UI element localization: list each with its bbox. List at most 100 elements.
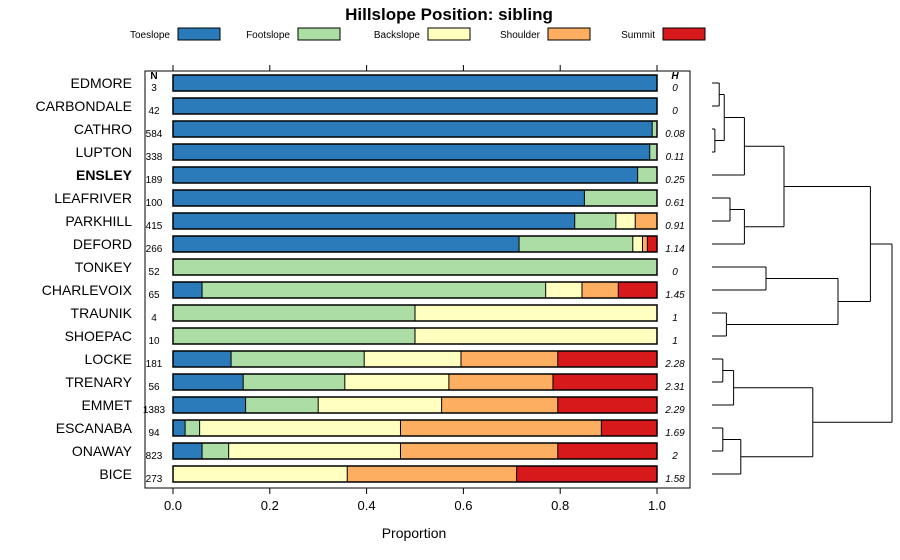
bar-segment-parkhill-backslope bbox=[615, 213, 636, 229]
bar-segment-shoepac-backslope bbox=[415, 328, 657, 344]
legend-swatch-footslope bbox=[297, 27, 341, 41]
row-label-traunik: TRAUNIK bbox=[71, 305, 133, 321]
bar-outline-onaway bbox=[172, 442, 658, 460]
bar-segment-tonkey-footslope bbox=[173, 259, 657, 275]
h-value-escanaba: 1.69 bbox=[665, 428, 685, 439]
bar-segment-emmet-summit bbox=[557, 397, 657, 413]
row-label-locke: LOCKE bbox=[85, 351, 132, 367]
bar-segment-charlevoix-shoulder bbox=[581, 282, 619, 298]
n-value-shoepac: 10 bbox=[148, 336, 160, 347]
x-axis: 0.0 0.2 0.4 0.6 0.8 1.0 bbox=[164, 65, 666, 513]
bar-segment-emmet-shoulder bbox=[441, 397, 558, 413]
bar-segment-onaway-summit bbox=[557, 443, 657, 459]
bar-segment-carbondale-toeslope bbox=[173, 98, 657, 114]
bar-segment-trenary-shoulder bbox=[448, 374, 553, 390]
n-value-bice: 273 bbox=[146, 474, 163, 485]
bar-segment-trenary-footslope bbox=[243, 374, 345, 390]
h-value-emmet: 2.29 bbox=[664, 405, 685, 416]
n-value-lupton: 338 bbox=[146, 152, 163, 163]
bar-segment-emmet-toeslope bbox=[173, 397, 246, 413]
chart-title: Hillslope Position: sibling bbox=[345, 5, 553, 24]
bar-outline-escanaba bbox=[172, 419, 658, 437]
bar-segment-locke-shoulder bbox=[460, 351, 558, 367]
n-value-onaway: 823 bbox=[146, 451, 163, 462]
n-value-carbondale: 42 bbox=[148, 106, 160, 117]
n-value-locke: 181 bbox=[146, 359, 163, 370]
h-value-leafriver: 0.61 bbox=[665, 198, 684, 209]
n-value-emmet: 1383 bbox=[143, 405, 166, 416]
bar-segment-lupton-toeslope bbox=[173, 144, 650, 160]
bar-segment-ensley-toeslope bbox=[173, 167, 638, 183]
h-value-trenary: 2.31 bbox=[664, 382, 684, 393]
legend-swatch-summit bbox=[662, 27, 706, 41]
h-value-onaway: 2 bbox=[671, 451, 678, 462]
h-value-cathro: 0.08 bbox=[665, 129, 685, 140]
h-value-carbondale: 0 bbox=[672, 106, 678, 117]
bar-segment-parkhill-shoulder bbox=[635, 213, 657, 229]
bar-segment-escanaba-toeslope bbox=[173, 420, 186, 436]
bar-outline-carbondale bbox=[172, 97, 658, 115]
n-value-trenary: 56 bbox=[148, 382, 160, 393]
bar-outline-emmet bbox=[172, 396, 658, 414]
row-label-escanaba: ESCANABA bbox=[56, 420, 133, 436]
h-value-charlevoix: 1.45 bbox=[665, 290, 685, 301]
h-value-edmore: 0 bbox=[672, 83, 678, 94]
bar-segment-onaway-backslope bbox=[228, 443, 401, 459]
n-value-edmore: 3 bbox=[151, 83, 157, 94]
bar-segment-escanaba-summit bbox=[601, 420, 657, 436]
bar-segment-locke-summit bbox=[557, 351, 657, 367]
n-value-leafriver: 100 bbox=[146, 198, 163, 209]
bar-outline-parkhill bbox=[172, 212, 658, 230]
bar-segment-locke-backslope bbox=[364, 351, 461, 367]
x-tick-label: 0.2 bbox=[261, 498, 279, 513]
legend-swatch-backslope bbox=[427, 27, 471, 41]
row-label-trenary: TRENARY bbox=[65, 374, 132, 390]
bar-outline-trenary bbox=[172, 373, 658, 391]
bar-segment-deford-shoulder bbox=[642, 236, 648, 252]
row-label-leafriver: LEAFRIVER bbox=[54, 190, 132, 206]
x-tick-label: 1.0 bbox=[648, 498, 666, 513]
h-value-locke: 2.28 bbox=[664, 359, 685, 370]
x-tick-label: 0.4 bbox=[358, 498, 376, 513]
h-value-shoepac: 1 bbox=[672, 336, 678, 347]
n-value-cathro: 584 bbox=[146, 129, 163, 140]
bar-segment-deford-toeslope bbox=[173, 236, 520, 252]
n-value-parkhill: 415 bbox=[146, 221, 163, 232]
x-tick-label: 0.8 bbox=[551, 498, 569, 513]
bar-segment-edmore-toeslope bbox=[173, 75, 657, 91]
bar-segment-charlevoix-summit bbox=[618, 282, 657, 298]
x-axis-title: Proportion bbox=[382, 525, 447, 541]
legend: Toeslope Footslope Backslope Shoulder Summit bbox=[130, 27, 706, 41]
bar-segment-locke-toeslope bbox=[173, 351, 232, 367]
bar-outline-bice bbox=[172, 465, 658, 483]
n-value-deford: 266 bbox=[146, 244, 163, 255]
x-tick-label: 0.6 bbox=[454, 498, 472, 513]
h-value-traunik: 1 bbox=[672, 313, 678, 324]
bar-segment-onaway-footslope bbox=[202, 443, 229, 459]
legend-label-summit: Summit bbox=[621, 30, 655, 41]
bar-segment-cathro-toeslope bbox=[173, 121, 653, 137]
row-label-edmore: EDMORE bbox=[71, 75, 132, 91]
bar-segment-traunik-footslope bbox=[173, 305, 415, 321]
n-value-charlevoix: 65 bbox=[148, 290, 160, 301]
row-label-carbondale: CARBONDALE bbox=[36, 98, 132, 114]
plot-frame bbox=[144, 70, 691, 489]
bar-segment-escanaba-footslope bbox=[185, 420, 200, 436]
bar-segment-deford-backslope bbox=[632, 236, 643, 252]
bar-segment-charlevoix-footslope bbox=[202, 282, 546, 298]
bar-segment-trenary-toeslope bbox=[173, 374, 244, 390]
bar-outline-deford bbox=[172, 235, 658, 253]
bar-outline-shoepac bbox=[172, 327, 658, 345]
bar-segment-escanaba-backslope bbox=[199, 420, 401, 436]
bar-outline-leafriver bbox=[172, 189, 658, 207]
row-label-bice: BICE bbox=[99, 466, 132, 482]
bar-segment-shoepac-footslope bbox=[173, 328, 415, 344]
bar-segment-parkhill-toeslope bbox=[173, 213, 575, 229]
bar-outline-cathro bbox=[172, 120, 658, 138]
row-label-charlevoix: CHARLEVOIX bbox=[42, 282, 133, 298]
bar-outline-lupton bbox=[172, 143, 658, 161]
n-header: N bbox=[150, 71, 157, 82]
bar-segment-ensley-footslope bbox=[637, 167, 657, 183]
n-value-ensley: 189 bbox=[146, 175, 163, 186]
